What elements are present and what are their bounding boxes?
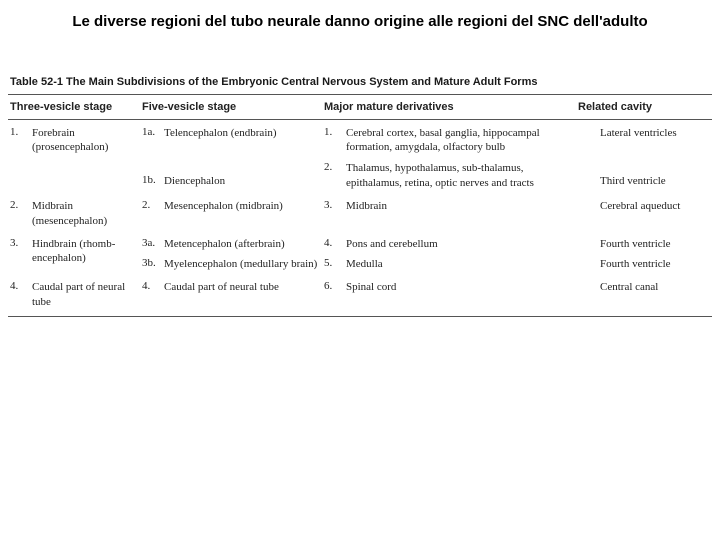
cell-text: Third ventricle (600, 174, 694, 189)
table-cell: Lateral ventricles Third ventricle (578, 126, 700, 190)
cell-number: 2. (324, 161, 346, 173)
table-row: 3.Hindbrain (rhomb-encephalon) 3a.Metence… (8, 233, 712, 277)
cell-line: Fourth ventricle (578, 257, 694, 272)
cell-line: 4.Caudal part of neural tube (142, 280, 318, 295)
col-header: Major mature derivatives (324, 101, 578, 113)
table-cell: 4.Caudal part of neural tube (10, 280, 142, 310)
rule-bottom (8, 316, 712, 317)
table-row: 1.Forebrain (prosencephalon)1a.Telenceph… (8, 122, 712, 195)
table-row: 2.Midbrain (mesencephalon)2.Mesencephalo… (8, 195, 712, 233)
cell-text: Caudal part of neural tube (164, 280, 318, 295)
table-cell: Fourth ventricle Fourth ventricle (578, 237, 700, 273)
cell-text: Telencephalon (endbrain) (164, 126, 318, 141)
table-cell: 1.Cerebral cortex, basal ganglia, hippoc… (324, 126, 578, 191)
table-cell: 4.Caudal part of neural tube (142, 280, 324, 295)
cell-text: Diencephalon (164, 174, 318, 189)
cell-number: 1. (10, 126, 32, 138)
cell-line: 3.Hindbrain (rhomb-encephalon) (10, 237, 136, 267)
table-cell: 6.Spinal cord (324, 280, 578, 295)
cell-text: Hindbrain (rhomb-encephalon) (32, 237, 136, 267)
cell-line: 1a.Telencephalon (endbrain) (142, 126, 318, 141)
cell-line: 1b.Diencephalon (142, 174, 318, 189)
cell-line: 2.Mesencephalon (midbrain) (142, 199, 318, 214)
cell-line: 3.Midbrain (324, 199, 572, 214)
cell-line: 2.Thalamus, hypothalamus, sub-thalamus, … (324, 161, 572, 191)
cell-number: 6. (324, 280, 346, 292)
cell-number: 3. (10, 237, 32, 249)
cell-number: 1b. (142, 174, 164, 186)
cell-line: 3b.Myelencephalon (medullary brain) (142, 257, 318, 272)
cell-number: 2. (10, 199, 32, 211)
cell-number: 3b. (142, 257, 164, 269)
cell-text: Metencephalon (afterbrain) (164, 237, 318, 252)
cell-number: 4. (10, 280, 32, 292)
cell-line: 5.Medulla (324, 257, 572, 272)
table-cell: 3a.Metencephalon (afterbrain)3b.Myelence… (142, 237, 324, 273)
cell-text: Spinal cord (346, 280, 572, 295)
cell-text: Fourth ventricle (600, 257, 694, 272)
cell-text: Cerebral cortex, basal ganglia, hippocam… (346, 126, 572, 156)
table-cell: 3.Hindbrain (rhomb-encephalon) (10, 237, 142, 267)
table-header-row: Three-vesicle stage Five-vesicle stage M… (8, 97, 712, 117)
cell-text: Lateral ventricles (600, 126, 694, 141)
table-body: 1.Forebrain (prosencephalon)1a.Telenceph… (8, 122, 712, 314)
table-cell: Central canal (578, 280, 700, 295)
cell-text: Caudal part of neural tube (32, 280, 136, 310)
col-header: Related cavity (578, 101, 700, 113)
table-cell: 1a.Telencephalon (endbrain) 1b.Diencephal… (142, 126, 324, 190)
cell-text: Fourth ventricle (600, 237, 694, 252)
cell-line: 1.Forebrain (prosencephalon) (10, 126, 136, 156)
cell-text: Midbrain (mesencephalon) (32, 199, 136, 229)
cell-text: Midbrain (346, 199, 572, 214)
cell-text: Cerebral aqueduct (600, 199, 694, 214)
cell-line: Cerebral aqueduct (578, 199, 694, 214)
cell-number: 4. (324, 237, 346, 249)
table-caption: Table 52-1 The Main Subdivisions of the … (8, 72, 712, 92)
cell-number: 3a. (142, 237, 164, 249)
cell-line: Central canal (578, 280, 694, 295)
cell-text: Forebrain (prosencephalon) (32, 126, 136, 156)
cell-line: Lateral ventricles (578, 126, 694, 141)
cell-line: Fourth ventricle (578, 237, 694, 252)
cell-line: 4.Pons and cerebellum (324, 237, 572, 252)
table-cell: 1.Forebrain (prosencephalon) (10, 126, 142, 156)
cell-text: Pons and cerebellum (346, 237, 572, 252)
table-cell: 3.Midbrain (324, 199, 578, 214)
cell-text: Medulla (346, 257, 572, 272)
cell-number: 1. (324, 126, 346, 138)
cell-line: 3a.Metencephalon (afterbrain) (142, 237, 318, 252)
table-cell: Cerebral aqueduct (578, 199, 700, 214)
cell-text: Myelencephalon (medullary brain) (164, 257, 318, 272)
cell-number: 2. (142, 199, 164, 211)
table-cell: 4.Pons and cerebellum5.Medulla (324, 237, 578, 273)
col-header: Five-vesicle stage (142, 101, 324, 113)
cell-line: 2.Midbrain (mesencephalon) (10, 199, 136, 229)
col-header: Three-vesicle stage (10, 101, 142, 113)
cell-line: 6.Spinal cord (324, 280, 572, 295)
cell-number: 1a. (142, 126, 164, 138)
cell-text: Thalamus, hypothalamus, sub-thalamus, ep… (346, 161, 572, 191)
table-row: 4.Caudal part of neural tube4.Caudal par… (8, 276, 712, 314)
table-cell: 2.Mesencephalon (midbrain) (142, 199, 324, 214)
cell-line: Third ventricle (578, 174, 694, 189)
cell-line: 1.Cerebral cortex, basal ganglia, hippoc… (324, 126, 572, 156)
rule-top (8, 94, 712, 95)
cell-line: 4.Caudal part of neural tube (10, 280, 136, 310)
cell-number: 4. (142, 280, 164, 292)
cell-text: Mesencephalon (midbrain) (164, 199, 318, 214)
subdivisions-table: Table 52-1 The Main Subdivisions of the … (8, 72, 712, 317)
rule-header (8, 119, 712, 120)
cell-number: 3. (324, 199, 346, 211)
table-cell: 2.Midbrain (mesencephalon) (10, 199, 142, 229)
cell-number: 5. (324, 257, 346, 269)
page-title: Le diverse regioni del tubo neurale dann… (60, 12, 660, 32)
cell-text: Central canal (600, 280, 694, 295)
